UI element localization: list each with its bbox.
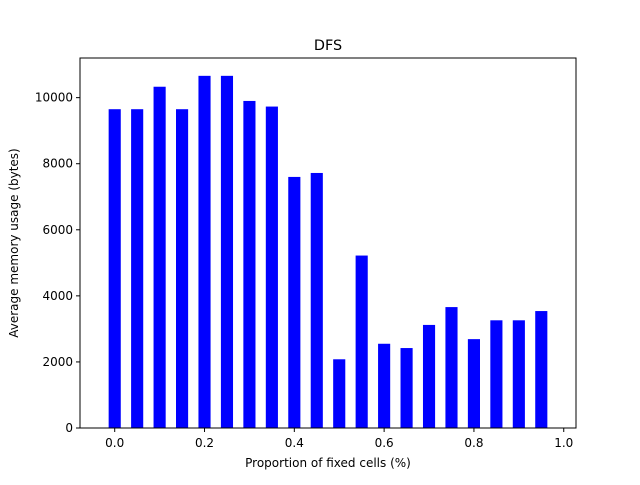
bar-13 (400, 348, 413, 428)
y-tick-label: 6000 (42, 223, 73, 237)
chart-title: DFS (314, 38, 342, 54)
x-tick-label: 0.0 (105, 436, 124, 450)
y-axis-ticks: 0 2000 4000 6000 8000 10000 (35, 91, 80, 435)
bar-6 (243, 100, 256, 429)
bar-17 (490, 320, 503, 428)
x-tick-label: 0.6 (375, 436, 394, 450)
bar-15 (445, 307, 458, 428)
bar-11 (355, 255, 368, 428)
bar-3 (176, 109, 189, 429)
bar-0 (108, 109, 121, 429)
y-axis-label: Average memory usage (bytes) (7, 148, 21, 338)
bar-7 (265, 106, 278, 428)
bar-4 (198, 75, 211, 428)
bar-5 (220, 75, 234, 428)
x-tick-label: 0.4 (285, 436, 304, 450)
bar-9 (310, 172, 323, 428)
bar-8 (288, 176, 301, 428)
bar-19 (535, 311, 548, 428)
y-tick-label: 0 (65, 421, 73, 435)
plot-frame (79, 57, 577, 429)
bar-16 (467, 339, 480, 428)
y-tick-label: 2000 (42, 355, 73, 369)
y-tick-label: 4000 (42, 289, 73, 303)
bar-14 (422, 324, 436, 428)
bar-1 (131, 109, 144, 429)
bars-group (108, 75, 548, 429)
x-tick-label: 0.8 (464, 436, 483, 450)
bar-18 (512, 320, 525, 428)
bar-12 (378, 343, 391, 428)
x-tick-label: 0.2 (195, 436, 214, 450)
x-axis-ticks: 0.0 0.2 0.4 0.6 0.8 1.0 (105, 428, 573, 450)
y-tick-label: 8000 (42, 157, 73, 171)
y-tick-label: 10000 (35, 91, 73, 105)
bar-2 (153, 86, 166, 428)
bar-10 (333, 359, 346, 428)
x-tick-label: 1.0 (554, 436, 573, 450)
x-axis-label: Proportion of fixed cells (%) (245, 456, 411, 470)
